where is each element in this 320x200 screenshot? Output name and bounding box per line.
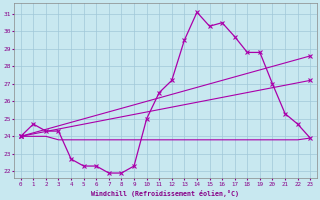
X-axis label: Windchill (Refroidissement éolien,°C): Windchill (Refroidissement éolien,°C) <box>92 190 239 197</box>
